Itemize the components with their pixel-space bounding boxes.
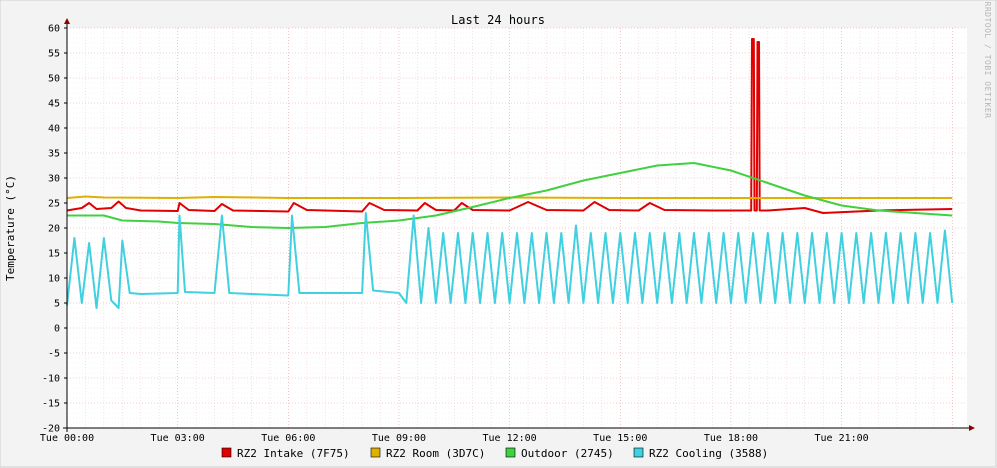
y-tick-label: 20 bbox=[48, 224, 60, 235]
legend-item: RZ2 Room (3D7C) bbox=[370, 447, 485, 460]
x-tick-label: Tue 03:00 bbox=[151, 433, 205, 444]
y-tick-label: -5 bbox=[48, 349, 60, 360]
legend-item: RZ2 Cooling (3588) bbox=[633, 447, 768, 460]
legend-item: RZ2 Intake (7F75) bbox=[221, 447, 350, 460]
x-tick-labels: Tue 00:00 Tue 03:00 Tue 06:00 Tue 09:00 Tue … bbox=[40, 433, 869, 444]
y-tick-label: 0 bbox=[54, 324, 60, 335]
y-tick-label: 60 bbox=[48, 24, 60, 35]
y-tick-label: 15 bbox=[48, 249, 60, 260]
y-axis-label: Temperature (°C) bbox=[4, 175, 17, 281]
x-tick-label: Tue 21:00 bbox=[814, 433, 868, 444]
y-tick-label: 10 bbox=[48, 274, 60, 285]
y-tick-label: -15 bbox=[42, 399, 60, 410]
y-tick-label: 35 bbox=[48, 149, 60, 160]
y-tick-label: -10 bbox=[42, 374, 60, 385]
legend-swatch bbox=[633, 447, 644, 458]
y-tick-label: 40 bbox=[48, 124, 60, 135]
axes bbox=[63, 18, 975, 432]
legend-label: RZ2 Room (3D7C) bbox=[386, 447, 485, 460]
x-tick-label: Tue 12:00 bbox=[483, 433, 537, 444]
legend-swatch bbox=[221, 447, 232, 458]
legend-swatch bbox=[370, 447, 381, 458]
x-tick-label: Tue 18:00 bbox=[704, 433, 758, 444]
legend: RZ2 Intake (7F75) RZ2 Room (3D7C) Outdoor … bbox=[221, 447, 768, 460]
x-tick-label: Tue 06:00 bbox=[261, 433, 315, 444]
legend-label: Outdoor (2745) bbox=[521, 447, 614, 460]
legend-swatch bbox=[505, 447, 516, 458]
series-line-2 bbox=[66, 195, 953, 199]
y-axis-arrow bbox=[64, 18, 70, 24]
y-tick-label: -20 bbox=[42, 424, 60, 435]
legend-label: RZ2 Cooling (3588) bbox=[649, 447, 768, 460]
series-line-1 bbox=[66, 38, 953, 214]
x-axis-arrow bbox=[969, 425, 975, 431]
legend-label: RZ2 Intake (7F75) bbox=[237, 447, 350, 460]
y-tick-label: 55 bbox=[48, 49, 60, 60]
series-line-3 bbox=[67, 162, 953, 229]
y-tick-label: 25 bbox=[48, 199, 60, 210]
y-tick-label: 5 bbox=[54, 299, 60, 310]
x-tick-label: Tue 15:00 bbox=[593, 433, 647, 444]
watermark: RRDTOOL / TOBI OETIKER bbox=[983, 2, 992, 119]
y-tick-label: 30 bbox=[48, 174, 60, 185]
y-tick-labels: -20 -15 -10 -5 0 5 10 15 20 25 30 35 40 45 50 55 60 bbox=[42, 24, 60, 435]
legend-item: Outdoor (2745) bbox=[505, 447, 614, 460]
grid bbox=[66, 27, 967, 429]
series-lines bbox=[66, 38, 954, 309]
y-tick-label: 45 bbox=[48, 99, 60, 110]
x-tick-label: Tue 09:00 bbox=[372, 433, 426, 444]
y-tick-label: 50 bbox=[48, 74, 60, 85]
x-tick-label: Tue 00:00 bbox=[40, 433, 94, 444]
chart-title: Last 24 hours bbox=[451, 13, 545, 27]
series-line-4 bbox=[66, 212, 954, 309]
